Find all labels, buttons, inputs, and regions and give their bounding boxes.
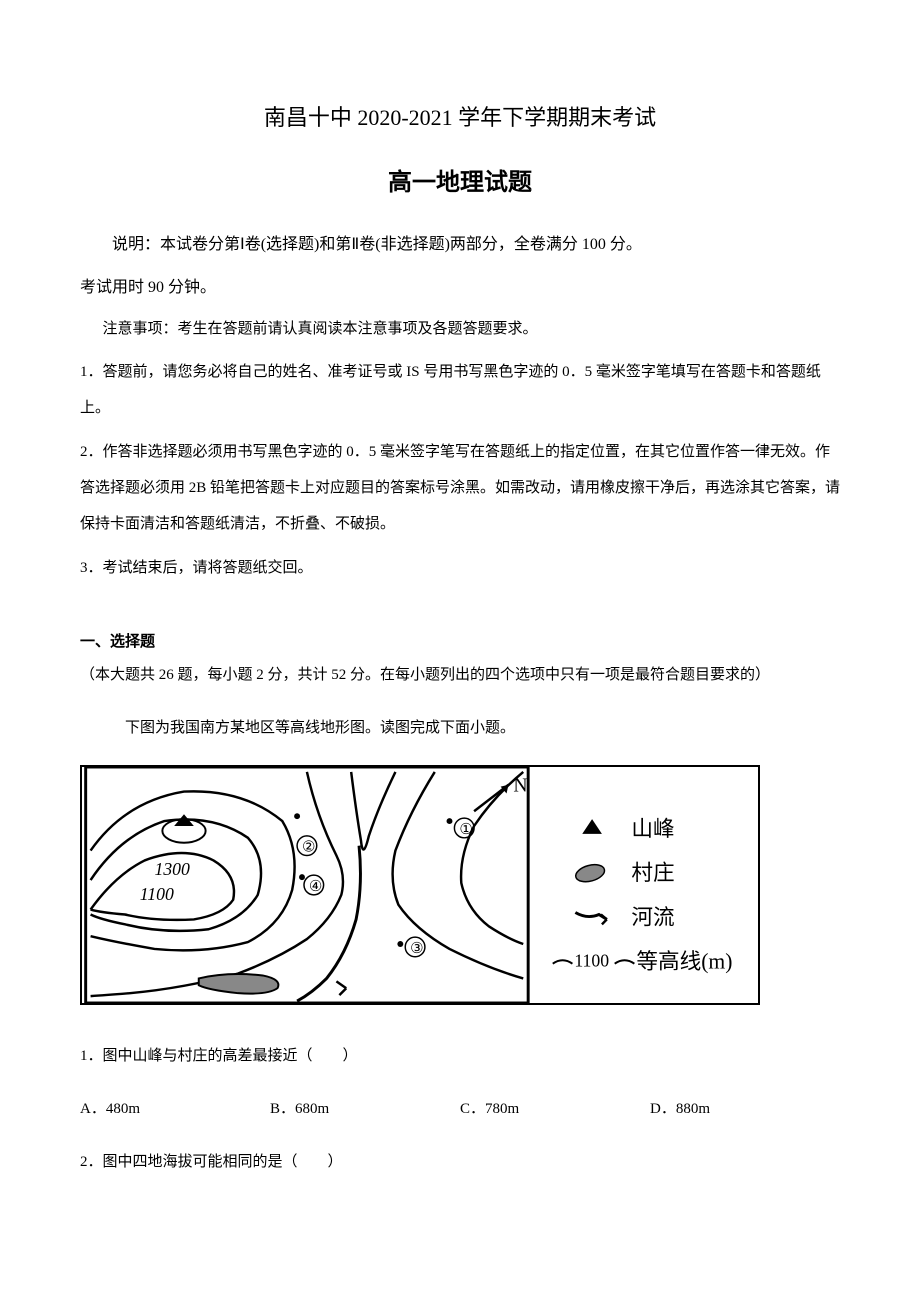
point-4-label: ④	[309, 879, 322, 895]
legend-village-label: 村庄	[631, 861, 674, 885]
topographic-map-figure: 1300 1100 ② ① ④ ③	[80, 765, 840, 1010]
point-3-label: ③	[410, 941, 423, 957]
point-2-label: ②	[302, 840, 315, 856]
contour-label-1100: 1100	[140, 884, 174, 904]
option-c: C．780m	[460, 1093, 650, 1126]
exam-description-line2: 考试用时 90 分钟。	[80, 270, 840, 305]
question-2-text: 图中四地海拔可能相同的是（ ）	[103, 1154, 343, 1170]
question-1-text: 图中山峰与村庄的高差最接近（ ）	[103, 1048, 358, 1064]
question-1-number: 1．	[80, 1048, 103, 1064]
section-label: 一、选择题	[80, 634, 155, 650]
option-b: B．680m	[270, 1093, 460, 1126]
instruction-2: 2．作答非选择题必须用书写黑色字迹的 0．5 毫米签字笔写在答题纸上的指定位置，…	[80, 434, 840, 542]
exam-school-title: 南昌十中 2020-2021 学年下学期期末考试	[80, 100, 840, 132]
topographic-map-svg: 1300 1100 ② ① ④ ③	[80, 765, 760, 1005]
legend-river-label: 河流	[631, 906, 674, 930]
question-1-options: A．480m B．680m C．780m D．880m	[80, 1093, 840, 1126]
exam-subject-title: 高一地理试题	[80, 162, 840, 197]
option-d: D．880m	[650, 1093, 840, 1126]
question-group-intro: 下图为我国南方某地区等高线地形图。读图完成下面小题。	[80, 712, 840, 745]
question-2-number: 2．	[80, 1154, 103, 1170]
legend-village-icon	[574, 862, 607, 885]
point-1-label: ①	[459, 822, 472, 838]
notice-text: 注意事项：考生在答题前请认真阅读本注意事项及各题答题要求。	[80, 313, 840, 346]
legend-peak-label: 山峰	[631, 817, 674, 841]
instruction-1: 1．答题前，请您务必将自己的姓名、准考证号或 IS 号用书写黑色字迹的 0．5 …	[80, 354, 840, 426]
contour-label-1300: 1300	[155, 860, 191, 880]
section-description: （本大题共 26 题，每小题 2 分，共计 52 分。在每小题列出的四个选项中只…	[80, 667, 770, 683]
legend-contour-icon	[553, 961, 573, 964]
north-label: N	[513, 775, 527, 797]
question-1: 1．图中山峰与村庄的高差最接近（ ）	[80, 1040, 840, 1073]
legend: 山峰 村庄 河流 1100 等高线(m)	[553, 817, 733, 974]
question-2: 2．图中四地海拔可能相同的是（ ）	[80, 1146, 840, 1179]
option-a: A．480m	[80, 1093, 270, 1126]
section-header: 一、选择题 （本大题共 26 题，每小题 2 分，共计 52 分。在每小题列出的四…	[80, 626, 840, 692]
legend-peak-icon	[582, 819, 602, 834]
instruction-3: 3．考试结束后，请将答题纸交回。	[80, 550, 840, 586]
legend-contour-value: 1100	[574, 951, 609, 971]
exam-description-line1: 说明：本试卷分第Ⅰ卷(选择题)和第Ⅱ卷(非选择题)两部分，全卷满分 100 分。	[80, 227, 840, 262]
legend-contour-label: 等高线(m)	[636, 950, 732, 974]
